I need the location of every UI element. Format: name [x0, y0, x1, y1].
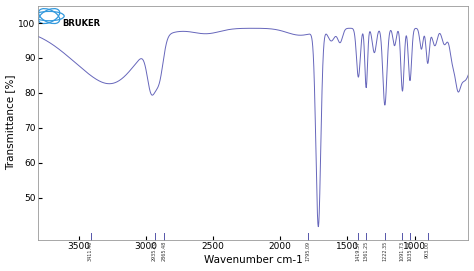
Y-axis label: Transmittance [%]: Transmittance [%]	[6, 75, 16, 170]
Text: 1795.09: 1795.09	[305, 241, 310, 261]
X-axis label: Wavenumber cm-1: Wavenumber cm-1	[204, 256, 303, 265]
Text: 1091.73: 1091.73	[400, 241, 405, 261]
Text: 1222.35: 1222.35	[383, 241, 387, 262]
Text: 2865.48: 2865.48	[162, 241, 166, 262]
Text: 1035.27: 1035.27	[408, 241, 412, 262]
Text: 1419.57: 1419.57	[356, 241, 361, 261]
Text: 2935.70: 2935.70	[152, 241, 157, 261]
Text: BRUKER: BRUKER	[62, 19, 100, 28]
Text: 1361.25: 1361.25	[364, 241, 369, 262]
Text: 3411.40: 3411.40	[88, 241, 93, 262]
Text: 903.00: 903.00	[425, 241, 430, 258]
